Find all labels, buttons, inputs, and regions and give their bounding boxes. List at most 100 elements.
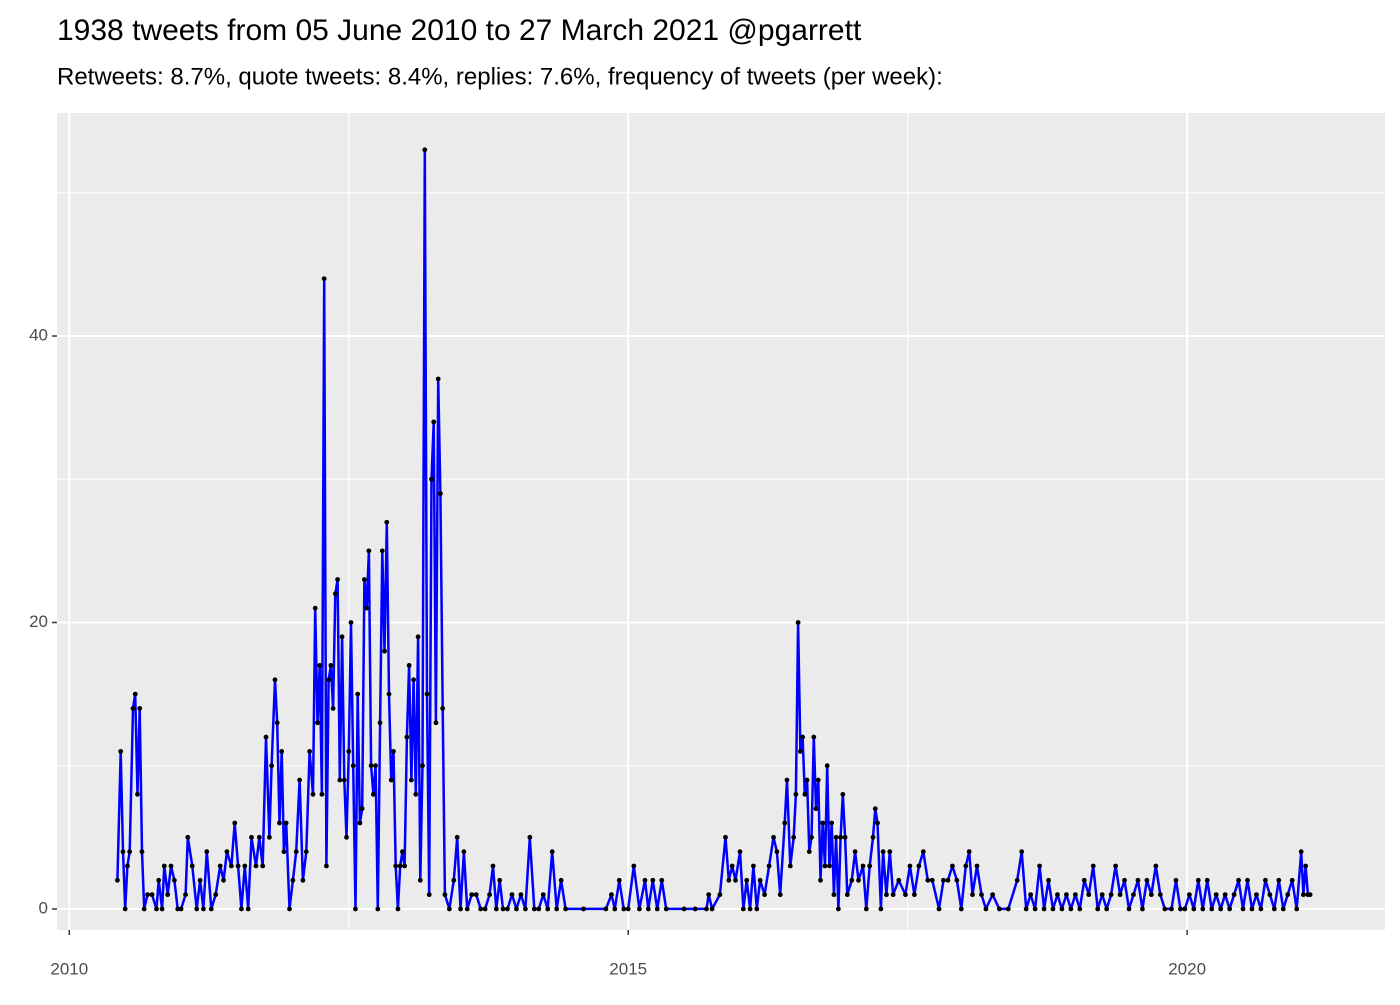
data-point [806,849,812,855]
data-point [1182,906,1188,912]
data-point [970,892,975,898]
data-point [1153,863,1159,869]
data-point [983,906,989,912]
data-point [704,906,709,912]
data-point [388,777,394,783]
data-point [1285,892,1291,898]
data-point [717,892,723,898]
data-point [958,906,964,912]
data-point [194,906,200,912]
data-point [726,877,732,883]
data-point [440,706,446,711]
data-point [260,863,266,869]
data-point [1227,906,1233,912]
data-point [283,820,289,826]
data-point [497,877,503,883]
data-point [527,834,533,840]
data-point [1162,906,1168,912]
data-point [189,863,195,869]
data-point [954,877,960,883]
data-point [820,820,826,826]
x-tick-label: 2020 [1168,959,1206,978]
data-point [350,763,356,769]
data-point [863,906,869,912]
data-point [422,147,428,153]
data-point [469,892,475,898]
data-point [941,877,946,883]
data-point [554,906,560,912]
data-point [500,906,506,912]
data-point [362,577,367,582]
data-point [239,906,244,912]
data-point [161,863,167,869]
data-point [438,491,443,496]
data-point [171,877,177,883]
chart-subtitle: Retweets: 8.7%, quote tweets: 8.4%, repl… [57,63,943,90]
data-point [359,806,365,812]
data-point [201,906,206,912]
data-point [245,906,251,912]
data-point [581,906,586,912]
data-point [135,791,140,797]
data-point [1113,863,1118,869]
data-point [787,863,793,869]
data-point [811,734,817,740]
data-point [1131,892,1136,898]
data-point [281,849,287,855]
data-point [833,834,839,840]
data-point [795,620,801,625]
data-point [386,691,392,697]
data-point [122,906,128,912]
data-point [609,892,614,898]
data-point [395,906,401,912]
data-point [929,877,935,883]
data-point [1213,892,1219,898]
data-point [925,877,931,883]
data-point [762,892,767,898]
data-point [774,849,780,855]
data-point [355,691,361,697]
data-point [1005,906,1011,912]
data-point [616,877,622,883]
data-point [431,419,437,425]
data-point [159,906,165,912]
data-point [1236,877,1241,883]
data-point [1157,892,1163,898]
data-point [400,849,405,855]
data-point [842,834,848,840]
data-point [659,877,665,883]
data-point [1218,906,1224,912]
data-point [1178,906,1183,912]
data-point [366,548,372,554]
data-point [324,863,329,869]
data-point [522,906,528,912]
data-point [435,376,441,382]
data-point [1095,906,1101,912]
data-point [771,834,776,840]
data-point [263,734,269,740]
data-point [558,877,564,883]
data-point [393,863,399,869]
data-point [733,877,738,883]
data-point [1267,892,1273,898]
data-point [1046,877,1051,883]
data-point [290,877,296,883]
data-point [120,849,126,855]
data-point [330,706,336,711]
y-tick-label: 0 [39,898,48,917]
data-point [878,906,884,912]
data-point [1104,906,1110,912]
data-point [782,820,788,826]
data-point [631,863,637,869]
data-point [404,734,410,740]
data-point [907,863,913,869]
data-point [890,892,896,898]
data-point [442,892,448,898]
data-point [382,648,387,654]
data-point [880,849,886,855]
data-point [130,706,136,711]
data-point [235,863,241,869]
data-point [482,906,488,912]
data-point [269,763,275,769]
data-point [1307,892,1313,898]
